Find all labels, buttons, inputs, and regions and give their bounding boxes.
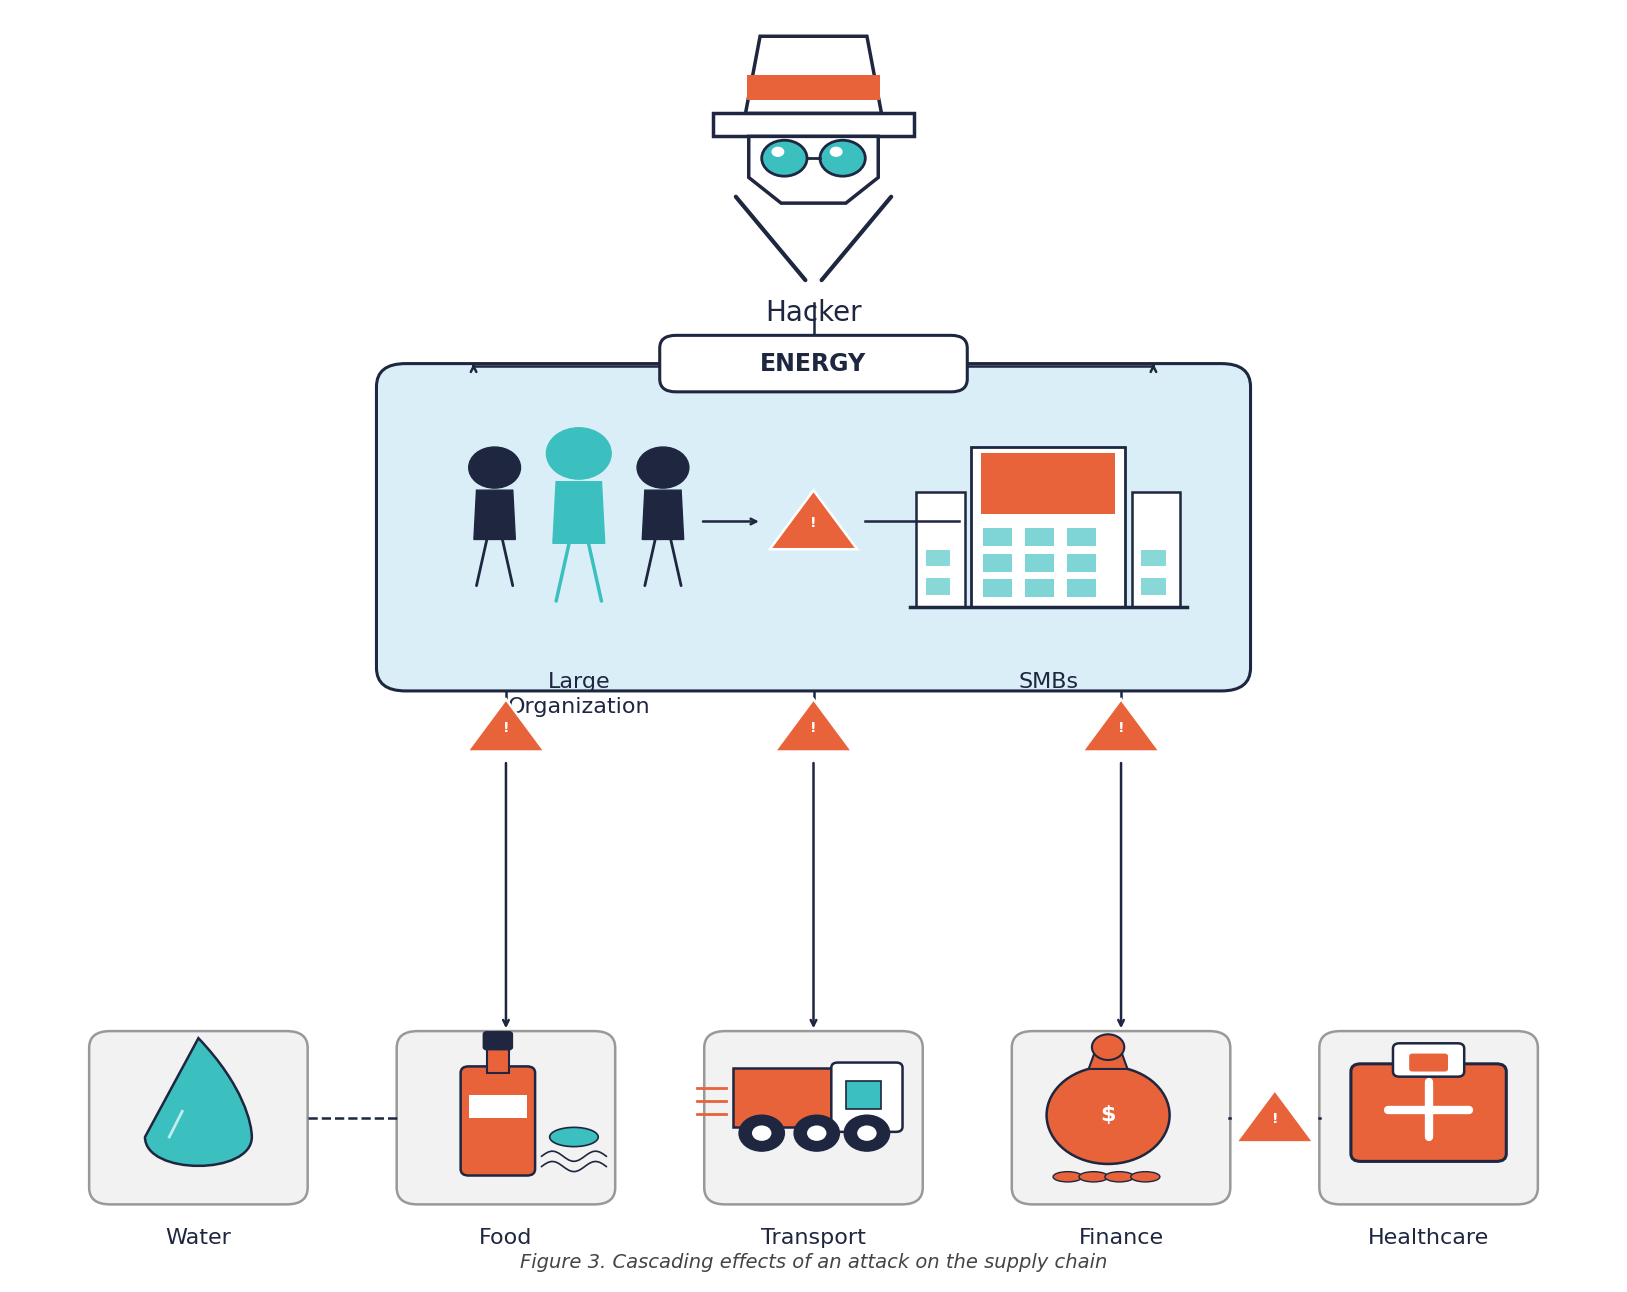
Text: Hacker: Hacker <box>765 300 862 327</box>
Circle shape <box>830 147 843 156</box>
Text: Healthcare: Healthcare <box>1368 1227 1489 1248</box>
Circle shape <box>794 1115 840 1151</box>
FancyBboxPatch shape <box>1025 579 1054 597</box>
FancyBboxPatch shape <box>483 1032 513 1049</box>
Text: !: ! <box>1272 1112 1279 1127</box>
FancyBboxPatch shape <box>397 1031 615 1204</box>
Circle shape <box>752 1125 771 1141</box>
Polygon shape <box>553 482 605 544</box>
Ellipse shape <box>1079 1172 1108 1182</box>
Text: Figure 3. Cascading effects of an attack on the supply chain: Figure 3. Cascading effects of an attack… <box>519 1253 1108 1273</box>
Text: ENERGY: ENERGY <box>760 351 867 376</box>
Circle shape <box>547 428 612 479</box>
FancyBboxPatch shape <box>1131 492 1180 607</box>
FancyBboxPatch shape <box>983 553 1012 571</box>
Text: !: ! <box>503 721 509 735</box>
Circle shape <box>1046 1066 1170 1164</box>
FancyBboxPatch shape <box>460 1066 535 1176</box>
FancyBboxPatch shape <box>1012 1031 1230 1204</box>
Polygon shape <box>713 114 914 137</box>
Circle shape <box>857 1125 877 1141</box>
FancyBboxPatch shape <box>486 1044 509 1072</box>
Text: !: ! <box>1118 721 1124 735</box>
Polygon shape <box>643 490 683 540</box>
Circle shape <box>844 1115 890 1151</box>
FancyBboxPatch shape <box>971 447 1126 607</box>
Text: !: ! <box>810 517 817 530</box>
FancyBboxPatch shape <box>704 1031 923 1204</box>
FancyBboxPatch shape <box>1067 553 1097 571</box>
Circle shape <box>807 1125 827 1141</box>
Ellipse shape <box>1053 1172 1082 1182</box>
Polygon shape <box>747 75 880 101</box>
PathPatch shape <box>145 1039 252 1165</box>
FancyBboxPatch shape <box>1393 1044 1464 1076</box>
Polygon shape <box>1082 699 1160 752</box>
Ellipse shape <box>550 1128 599 1146</box>
Ellipse shape <box>1105 1172 1134 1182</box>
Polygon shape <box>770 490 857 549</box>
FancyBboxPatch shape <box>1141 578 1165 594</box>
FancyBboxPatch shape <box>1025 528 1054 547</box>
Polygon shape <box>1237 1090 1313 1142</box>
FancyBboxPatch shape <box>89 1031 308 1204</box>
FancyBboxPatch shape <box>926 578 950 594</box>
FancyBboxPatch shape <box>831 1062 903 1132</box>
FancyBboxPatch shape <box>1067 528 1097 547</box>
FancyBboxPatch shape <box>1319 1031 1538 1204</box>
FancyBboxPatch shape <box>1141 549 1165 566</box>
Text: Large
Organization: Large Organization <box>508 672 651 717</box>
FancyBboxPatch shape <box>1025 553 1054 571</box>
Polygon shape <box>745 36 882 114</box>
Circle shape <box>820 141 866 176</box>
FancyBboxPatch shape <box>846 1080 882 1109</box>
FancyBboxPatch shape <box>926 549 950 566</box>
FancyBboxPatch shape <box>376 363 1251 691</box>
Text: Food: Food <box>480 1227 532 1248</box>
FancyBboxPatch shape <box>1409 1053 1448 1071</box>
Circle shape <box>761 141 807 176</box>
FancyBboxPatch shape <box>1067 579 1097 597</box>
FancyBboxPatch shape <box>1350 1063 1507 1162</box>
Text: Water: Water <box>166 1227 231 1248</box>
Circle shape <box>771 147 784 156</box>
Circle shape <box>638 447 688 488</box>
FancyBboxPatch shape <box>983 528 1012 547</box>
Text: Finance: Finance <box>1079 1227 1163 1248</box>
Polygon shape <box>1088 1050 1128 1068</box>
Text: Transport: Transport <box>761 1227 866 1248</box>
Ellipse shape <box>1131 1172 1160 1182</box>
FancyBboxPatch shape <box>916 492 965 607</box>
Circle shape <box>469 447 521 488</box>
Circle shape <box>739 1115 784 1151</box>
Text: SMBs: SMBs <box>1019 672 1079 691</box>
Text: $: $ <box>1100 1105 1116 1125</box>
FancyBboxPatch shape <box>732 1067 838 1127</box>
FancyBboxPatch shape <box>981 453 1116 514</box>
Polygon shape <box>774 699 853 752</box>
Polygon shape <box>467 699 545 752</box>
Circle shape <box>1092 1035 1124 1059</box>
FancyBboxPatch shape <box>469 1094 527 1118</box>
FancyBboxPatch shape <box>659 336 968 391</box>
FancyBboxPatch shape <box>983 579 1012 597</box>
Polygon shape <box>473 490 516 540</box>
Text: !: ! <box>810 721 817 735</box>
Polygon shape <box>748 137 879 203</box>
